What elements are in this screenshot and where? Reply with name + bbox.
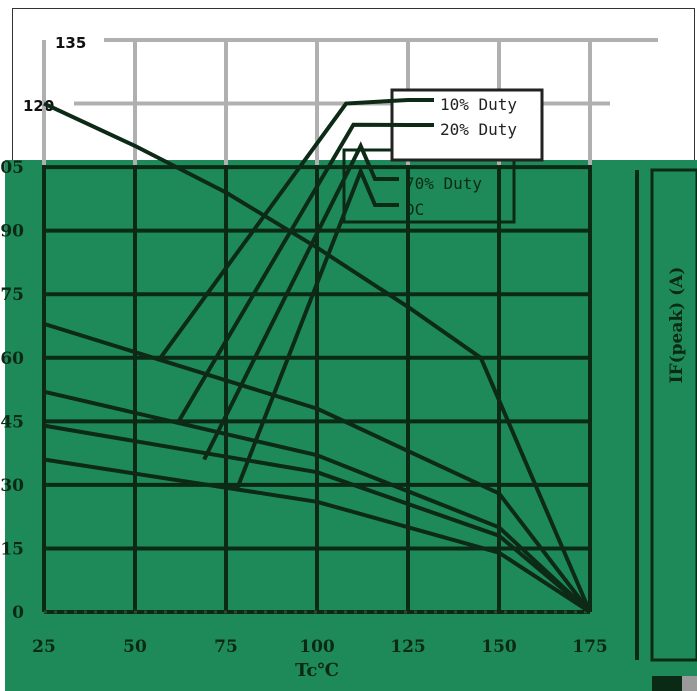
series-line-3	[43, 389, 592, 614]
series-line-4	[43, 457, 592, 614]
y-tick-label-120: 120	[23, 97, 55, 115]
x-axis-title: Tc℃	[295, 660, 339, 681]
corner-block-gray	[682, 676, 697, 691]
series-line-2	[43, 321, 592, 614]
y-tick-label: 60	[0, 349, 24, 369]
ylabel-frame	[650, 168, 697, 662]
series-line-1	[43, 101, 592, 613]
legend-leader-line	[235, 166, 399, 490]
y-tick-label: 30	[0, 476, 24, 496]
legend-label: 20% Duty	[440, 120, 517, 139]
y-tick-label: 15	[0, 539, 24, 559]
legend-leader-line	[202, 141, 399, 461]
y-tick-label: 90	[0, 222, 24, 242]
x-tick-label: 150	[481, 637, 517, 657]
legend-leader-line	[158, 98, 434, 359]
y-tick-label: 75	[0, 285, 24, 305]
y-tick-label-135: 135	[55, 34, 87, 52]
legend-label: 10% Duty	[440, 95, 517, 114]
y-tick-label: 45	[0, 412, 24, 432]
x-tick-label: 100	[299, 637, 335, 657]
legend-label: 70% Duty	[405, 174, 482, 193]
y-tick-label: 105	[0, 158, 24, 178]
y-axis-title: IF(peak) (A)	[667, 267, 687, 384]
corner-block	[652, 676, 682, 691]
legend-leader-line	[176, 122, 434, 423]
x-tick-label: 175	[572, 637, 608, 657]
x-tick-label: 75	[214, 637, 238, 657]
x-tick-label: 125	[390, 637, 426, 657]
right-frame-bar	[635, 170, 639, 660]
x-tick-label: 25	[32, 637, 56, 657]
series-line-5	[43, 423, 592, 614]
y-tick-label: 0	[12, 603, 24, 623]
x-tick-label: 50	[123, 637, 147, 657]
legend-label: DC	[405, 200, 424, 219]
